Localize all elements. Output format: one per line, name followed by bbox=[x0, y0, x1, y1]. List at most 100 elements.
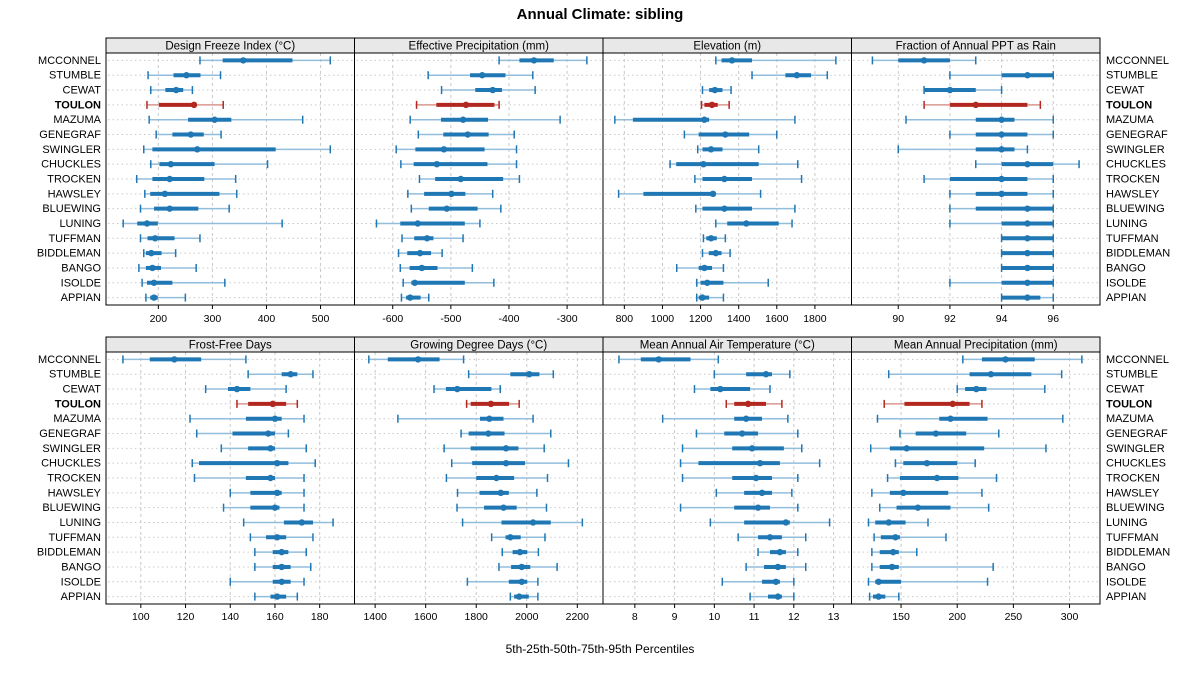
percentile-glyph-design-freeze-index-c-chuckles bbox=[150, 160, 269, 169]
dot-median bbox=[707, 235, 715, 242]
station-label-left-genegraf-row1: GENEGRAF bbox=[39, 428, 101, 440]
percentile-glyph-growing-degree-days-c-bango bbox=[498, 562, 558, 571]
percentile-glyph-mean-annual-precipitation-mm-stumble bbox=[887, 370, 1063, 379]
percentile-glyph-design-freeze-index-c-tuffman bbox=[139, 234, 201, 243]
dot-median bbox=[161, 190, 169, 198]
percentile-glyph-effective-precipitation-mm-isolde bbox=[402, 278, 495, 287]
dot-median bbox=[776, 548, 784, 556]
percentile-glyph-mean-annual-air-temperature-c-mazuma bbox=[661, 414, 789, 423]
dot-median bbox=[742, 415, 750, 422]
dot-median bbox=[721, 205, 728, 212]
percentile-glyph-mean-annual-precipitation-mm-bango bbox=[871, 562, 994, 571]
x-tick-label: 180 bbox=[311, 611, 329, 623]
station-label-left-chuckles-row1: CHUCKLES bbox=[41, 458, 101, 470]
station-label-left-tuffman-row1: TUFFMAN bbox=[48, 532, 101, 544]
percentile-glyph-fraction-of-annual-ppt-as-rain-mcconnel bbox=[871, 56, 977, 65]
percentile-glyph-design-freeze-index-c-swingler bbox=[142, 145, 332, 154]
percentile-glyph-mean-annual-precipitation-mm-toulon bbox=[883, 399, 983, 408]
dot-median bbox=[949, 400, 956, 408]
x-tick-label: -400 bbox=[498, 313, 519, 325]
percentile-glyph-fraction-of-annual-ppt-as-rain-stumble bbox=[949, 71, 1054, 80]
dot-median bbox=[411, 279, 419, 286]
x-tick-label: 90 bbox=[892, 313, 904, 325]
dot-median bbox=[743, 220, 750, 227]
percentile-glyph-growing-degree-days-c-chuckles bbox=[450, 459, 570, 468]
x-tick-label: -600 bbox=[382, 313, 403, 325]
station-label-left-isolde-row0: ISOLDE bbox=[61, 277, 101, 289]
panel-elevation-m: Elevation (m) 800 1000 1200 1400 1600 1800 bbox=[602, 37, 852, 325]
dot-median bbox=[502, 459, 510, 467]
percentile-glyph-effective-precipitation-mm-cewat bbox=[440, 86, 536, 95]
station-label-right-toulon-row1: TOULON bbox=[1106, 398, 1152, 410]
x-tick-label: 1800 bbox=[465, 611, 489, 623]
dot-median bbox=[998, 131, 1005, 138]
percentile-glyph-growing-degree-days-c-mazuma bbox=[397, 414, 534, 423]
percentile-glyph-elevation-m-luning bbox=[715, 219, 793, 228]
percentile-glyph-frost-free-days-isolde bbox=[229, 577, 305, 586]
dot-median bbox=[914, 504, 922, 511]
percentile-glyph-design-freeze-index-c-cewat bbox=[150, 86, 194, 95]
percentile-glyph-growing-degree-days-c-genegraf bbox=[460, 429, 552, 438]
dot-median bbox=[900, 489, 907, 497]
x-tick-label: 1600 bbox=[765, 313, 789, 325]
x-tick-label: 300 bbox=[1061, 611, 1079, 623]
station-label-left-toulon-row0: TOULON bbox=[55, 99, 101, 111]
dot-median bbox=[1024, 294, 1031, 301]
dot-median bbox=[728, 57, 736, 64]
percentile-glyph-fraction-of-annual-ppt-as-rain-swingler bbox=[897, 145, 1029, 154]
percentile-glyph-design-freeze-index-c-genegraf bbox=[155, 130, 222, 139]
dot-median bbox=[459, 116, 467, 123]
percentile-glyph-frost-free-days-chuckles bbox=[191, 459, 316, 468]
dot-median bbox=[875, 593, 882, 600]
dot-median bbox=[1024, 235, 1031, 242]
percentile-glyph-growing-degree-days-c-tuffman bbox=[490, 533, 546, 542]
percentile-glyph-elevation-m-chuckles bbox=[669, 160, 799, 169]
dot-median bbox=[699, 294, 706, 301]
dot-median bbox=[947, 415, 954, 422]
percentile-glyph-growing-degree-days-c-toulon bbox=[465, 399, 520, 408]
station-label-right-luning-row0: LUNING bbox=[1106, 218, 1148, 230]
dot-median bbox=[457, 175, 464, 183]
panel-title: Fraction of Annual PPT as Rain bbox=[896, 41, 1056, 53]
percentile-glyph-fraction-of-annual-ppt-as-rain-bango bbox=[1000, 263, 1054, 272]
percentile-glyph-mean-annual-air-temperature-c-cewat bbox=[693, 385, 771, 394]
dot-median bbox=[701, 116, 708, 123]
station-label-right-isolde-row0: ISOLDE bbox=[1106, 277, 1146, 289]
percentile-glyph-fraction-of-annual-ppt-as-rain-hawsley bbox=[949, 189, 1054, 198]
station-label-left-bluewing-row0: BLUEWING bbox=[42, 203, 101, 215]
percentile-glyph-mean-annual-air-temperature-c-toulon bbox=[725, 399, 783, 408]
percentile-glyph-design-freeze-index-c-bango bbox=[138, 263, 197, 272]
dot-median bbox=[923, 459, 931, 467]
percentile-glyph-elevation-m-isolde bbox=[696, 278, 769, 287]
panel-frost-free-days: Frost-Free Days 100 120 140 160 180 bbox=[105, 336, 355, 623]
dot-median bbox=[273, 534, 281, 541]
station-label-right-bango-row1: BANGO bbox=[1106, 561, 1146, 573]
station-label-left-bluewing-row1: BLUEWING bbox=[42, 502, 101, 514]
percentile-glyph-elevation-m-bango bbox=[675, 263, 725, 272]
station-label-right-biddleman-row0: BIDDLEMAN bbox=[1106, 248, 1170, 260]
dot-median bbox=[143, 220, 151, 227]
dot-median bbox=[518, 578, 525, 585]
dot-median bbox=[998, 146, 1005, 153]
percentile-glyph-mean-annual-precipitation-mm-mcconnel bbox=[962, 355, 1083, 364]
station-label-right-stumble-row1: STUMBLE bbox=[1106, 369, 1158, 381]
station-label-right-swingler-row0: SWINGLER bbox=[1106, 144, 1165, 156]
percentile-glyph-growing-degree-days-c-cewat bbox=[433, 385, 501, 394]
percentile-glyph-growing-degree-days-c-hawsley bbox=[456, 488, 538, 497]
percentile-glyph-elevation-m-mcconnel bbox=[715, 56, 837, 65]
dot-median bbox=[265, 430, 272, 437]
dot-median bbox=[489, 86, 496, 94]
percentile-glyph-elevation-m-tuffman bbox=[702, 234, 727, 243]
percentile-glyph-frost-free-days-luning bbox=[242, 518, 334, 527]
percentile-glyph-elevation-m-hawsley bbox=[617, 189, 762, 198]
percentile-glyph-mean-annual-precipitation-mm-trocken bbox=[886, 474, 998, 482]
figure-title: Annual Climate: sibling bbox=[516, 6, 684, 23]
x-tick-label: 300 bbox=[204, 313, 222, 325]
station-label-left-tuffman-row0: TUFFMAN bbox=[48, 233, 101, 245]
dot-median bbox=[502, 445, 510, 452]
dot-median bbox=[443, 205, 450, 212]
percentile-glyph-fraction-of-annual-ppt-as-rain-genegraf bbox=[949, 130, 1054, 139]
percentile-glyph-elevation-m-genegraf bbox=[683, 130, 778, 139]
dot-median bbox=[973, 385, 980, 393]
percentile-glyph-effective-precipitation-mm-trocken bbox=[418, 175, 521, 183]
